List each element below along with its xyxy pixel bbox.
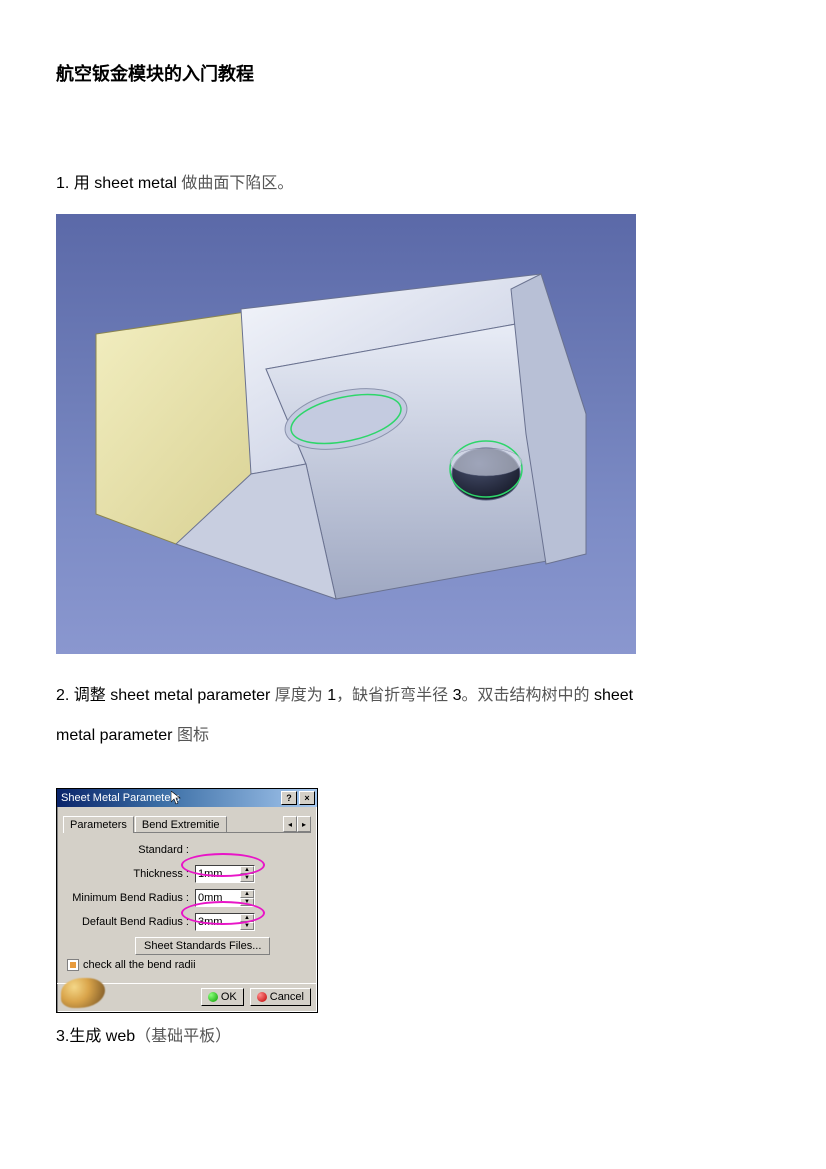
row-standard: Standard :	[63, 839, 311, 861]
step-2: 2. 调整 sheet metal parameter 厚度为 1，缺省折弯半径…	[56, 676, 770, 756]
thickness-spinner[interactable]: ▲ ▼	[240, 866, 254, 882]
check-bend-radii-row: check all the bend radii	[63, 957, 311, 977]
step2-line2-eng: metal parameter	[56, 727, 173, 744]
label-def-bend: Default Bend Radius :	[63, 916, 195, 928]
label-standard: Standard :	[63, 844, 195, 856]
close-button[interactable]: ×	[299, 791, 315, 805]
ok-icon	[208, 992, 218, 1002]
step2-line2-suffix: 图标	[173, 727, 209, 744]
spin-down[interactable]: ▼	[240, 874, 254, 882]
tab-parameters[interactable]: Parameters	[63, 816, 134, 833]
step-1: 1. 用 sheet metal 做曲面下陷区。	[56, 164, 770, 204]
help-button[interactable]: ?	[281, 791, 297, 805]
label-min-bend: Minimum Bend Radius :	[63, 892, 195, 904]
sheet-standards-button[interactable]: Sheet Standards Files...	[135, 937, 270, 955]
ok-label: OK	[221, 991, 237, 1003]
spin-up[interactable]: ▲	[240, 890, 254, 898]
cursor-icon	[171, 791, 181, 805]
page-title: 航空钣金模块的入门教程	[56, 60, 770, 86]
step2-v1: 1	[327, 687, 336, 704]
step3-eng: web	[106, 1028, 135, 1045]
cancel-label: Cancel	[270, 991, 304, 1003]
tab-scroll: ◂ ▸	[283, 816, 311, 832]
sheet-metal-part	[56, 214, 636, 654]
sheet-metal-parameters-dialog: Sheet Metal Parameters ? × Parameters Be…	[56, 788, 318, 1013]
ok-button[interactable]: OK	[201, 988, 244, 1006]
dialog-title: Sheet Metal Parameters	[61, 792, 279, 804]
thickness-input[interactable]	[196, 868, 240, 880]
field-def-bend: ▲ ▼	[195, 913, 255, 931]
check-bend-radii-checkbox[interactable]	[67, 959, 79, 971]
row-thickness: Thickness : ▲ ▼	[63, 863, 311, 885]
step-3: 3.生成 web（基础平板）	[56, 1021, 770, 1053]
spin-down[interactable]: ▼	[240, 922, 254, 930]
def-bend-spinner[interactable]: ▲ ▼	[240, 914, 254, 930]
field-thickness: ▲ ▼	[195, 865, 255, 883]
min-bend-input[interactable]	[196, 892, 240, 904]
row-def-bend: Default Bend Radius : ▲ ▼	[63, 911, 311, 933]
dialog-titlebar[interactable]: Sheet Metal Parameters ? ×	[57, 789, 317, 807]
step2-eng2: sheet	[594, 687, 633, 704]
field-min-bend: ▲ ▼	[195, 889, 255, 907]
cancel-icon	[257, 992, 267, 1002]
step2-mid3: 。双击结构树中的	[462, 687, 594, 704]
dialog-tabs: Parameters Bend Extremitie ◂ ▸	[63, 813, 311, 833]
cad-viewport	[56, 214, 636, 654]
step3-suffix: （基础平板）	[135, 1028, 231, 1045]
check-indicator	[70, 962, 76, 968]
step2-mid2: ，缺省折弯半径	[336, 687, 452, 704]
step2-mid1: 厚度为	[270, 687, 327, 704]
step1-suffix: 做曲面下陷区。	[177, 175, 293, 192]
dialog-title-text: Sheet Metal Parameters	[61, 792, 180, 804]
tab-bend-extremities[interactable]: Bend Extremitie	[135, 816, 227, 832]
step1-eng: sheet metal	[94, 175, 177, 192]
min-bend-spinner[interactable]: ▲ ▼	[240, 890, 254, 906]
dialog-button-row: OK Cancel	[57, 983, 317, 1012]
step3-prefix: 3.生成	[56, 1028, 106, 1045]
spin-down[interactable]: ▼	[240, 898, 254, 906]
spin-up[interactable]: ▲	[240, 866, 254, 874]
label-thickness: Thickness :	[63, 868, 195, 880]
tab-scroll-left[interactable]: ◂	[283, 816, 297, 832]
cancel-button[interactable]: Cancel	[250, 988, 311, 1006]
step2-v2: 3	[453, 687, 462, 704]
check-label: check all the bend radii	[83, 959, 196, 971]
step2-prefix: 2. 调整	[56, 687, 110, 704]
step2-eng1: sheet metal parameter	[110, 687, 270, 704]
step1-prefix: 1. 用	[56, 175, 94, 192]
row-min-bend: Minimum Bend Radius : ▲ ▼	[63, 887, 311, 909]
def-bend-input[interactable]	[196, 916, 240, 928]
spin-up[interactable]: ▲	[240, 914, 254, 922]
dialog-body: Parameters Bend Extremitie ◂ ▸ Standard …	[57, 807, 317, 983]
tab-scroll-right[interactable]: ▸	[297, 816, 311, 832]
